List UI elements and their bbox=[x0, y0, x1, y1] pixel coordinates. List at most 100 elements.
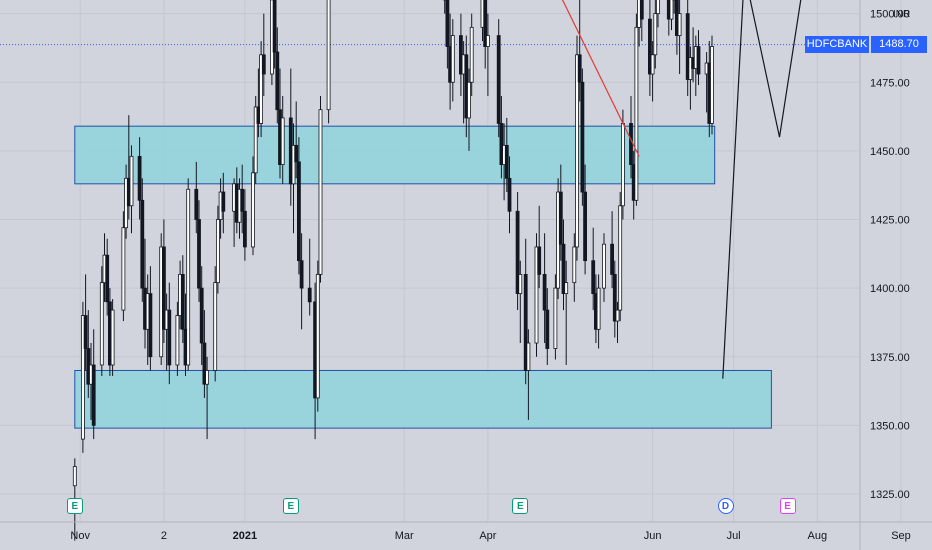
candle-body bbox=[523, 273, 528, 371]
candle-body bbox=[639, 0, 644, 20]
y-tick-label: 1375.00 bbox=[870, 352, 910, 364]
candle-body bbox=[161, 246, 166, 330]
candle-body bbox=[299, 260, 304, 289]
projection-path bbox=[722, 0, 802, 379]
x-tick-label: Jun bbox=[644, 530, 662, 542]
candle-body bbox=[653, 13, 658, 56]
support-zone bbox=[74, 369, 772, 429]
y-tick-label: 1325.00 bbox=[870, 489, 910, 501]
candle-body bbox=[148, 293, 153, 358]
candle-body bbox=[572, 246, 577, 284]
y-tick-label: 1425.00 bbox=[870, 215, 910, 227]
zone-layer bbox=[74, 125, 772, 429]
candle-body bbox=[561, 243, 566, 295]
candle-body bbox=[242, 210, 247, 248]
drawing-layer bbox=[561, 0, 802, 379]
candle-body bbox=[615, 309, 620, 322]
candle-body bbox=[261, 54, 266, 75]
earnings-marker-icon[interactable]: E bbox=[282, 498, 299, 514]
candle-body bbox=[129, 155, 134, 207]
candle-body bbox=[634, 26, 639, 201]
candle-body bbox=[591, 260, 596, 295]
candle-body bbox=[194, 188, 199, 220]
candle-body bbox=[137, 155, 142, 201]
candle-body bbox=[280, 117, 285, 165]
x-tick-label: Aug bbox=[808, 530, 828, 542]
candle-body bbox=[648, 18, 652, 75]
ticker-label: HDFCBANK bbox=[805, 36, 869, 54]
candle-body bbox=[518, 273, 523, 295]
candle-body bbox=[577, 54, 582, 83]
resistance-zone bbox=[74, 125, 716, 185]
candle-body bbox=[180, 273, 185, 330]
x-tick-label: Mar bbox=[395, 530, 414, 542]
candle-body bbox=[485, 35, 490, 47]
earnings-marker-icon[interactable]: E bbox=[66, 498, 83, 514]
x-tick-label: Apr bbox=[479, 530, 496, 542]
falling-trendline bbox=[561, 0, 640, 157]
y-tick-label: 1500.00 bbox=[870, 9, 910, 21]
candle-body bbox=[272, 0, 277, 53]
dividend-marker-icon[interactable]: D bbox=[717, 498, 734, 514]
x-tick-label: Jul bbox=[727, 530, 741, 542]
candle-body bbox=[507, 177, 512, 212]
y-tick-label: 1350.00 bbox=[870, 420, 910, 432]
candle-body bbox=[542, 273, 547, 311]
candle-body bbox=[296, 161, 301, 262]
candle-body bbox=[167, 309, 172, 366]
candle-body bbox=[318, 109, 323, 275]
candle-body bbox=[669, 0, 674, 20]
candle-body bbox=[445, 0, 450, 47]
candle-body bbox=[564, 282, 569, 295]
candle-body bbox=[534, 246, 539, 344]
earnings-marker-icon[interactable]: E bbox=[779, 498, 796, 514]
candle-body bbox=[558, 191, 563, 245]
candle-body bbox=[99, 282, 104, 366]
candle-body bbox=[696, 46, 701, 75]
candle-body bbox=[656, 0, 660, 15]
candle-body bbox=[175, 315, 180, 366]
candle-body bbox=[499, 123, 504, 166]
candle-body bbox=[537, 246, 542, 275]
candle-body bbox=[215, 219, 220, 284]
candle-body bbox=[140, 199, 145, 289]
candle-body bbox=[240, 188, 245, 212]
candle-body bbox=[121, 227, 126, 311]
candle-layer bbox=[72, 0, 714, 541]
candle-body bbox=[596, 287, 601, 330]
currency-label: INR bbox=[893, 9, 911, 20]
candle-body bbox=[685, 13, 690, 80]
candle-body bbox=[575, 54, 579, 248]
candle-body bbox=[629, 123, 633, 166]
last-price-value: 1488.70 bbox=[871, 36, 927, 54]
candle-body bbox=[710, 46, 714, 124]
candle-body bbox=[202, 342, 207, 385]
x-tick-label: Sep bbox=[891, 530, 911, 542]
y-tick-label: 1475.00 bbox=[870, 77, 910, 89]
y-tick-label: 1400.00 bbox=[870, 283, 910, 295]
candle-body bbox=[580, 81, 585, 193]
candle-body bbox=[621, 123, 625, 207]
candle-body bbox=[294, 144, 299, 163]
candle-body bbox=[307, 287, 312, 303]
candle-body bbox=[72, 466, 77, 487]
candle-body bbox=[467, 81, 471, 119]
candle-body bbox=[315, 273, 320, 399]
candle-body bbox=[450, 35, 455, 83]
candle-body bbox=[83, 315, 88, 349]
candle-body bbox=[650, 54, 655, 75]
earnings-marker-icon[interactable]: E bbox=[512, 498, 529, 514]
candle-body bbox=[610, 243, 614, 275]
x-tick-label: 2021 bbox=[233, 530, 257, 542]
candle-body bbox=[110, 309, 115, 366]
candle-body bbox=[253, 106, 258, 174]
candle-body bbox=[251, 172, 255, 248]
candle-body bbox=[91, 364, 96, 426]
candle-body bbox=[213, 282, 218, 371]
y-tick-label: 1450.00 bbox=[870, 146, 910, 158]
x-tick-label: 2 bbox=[161, 530, 167, 542]
candle-body bbox=[612, 273, 617, 322]
